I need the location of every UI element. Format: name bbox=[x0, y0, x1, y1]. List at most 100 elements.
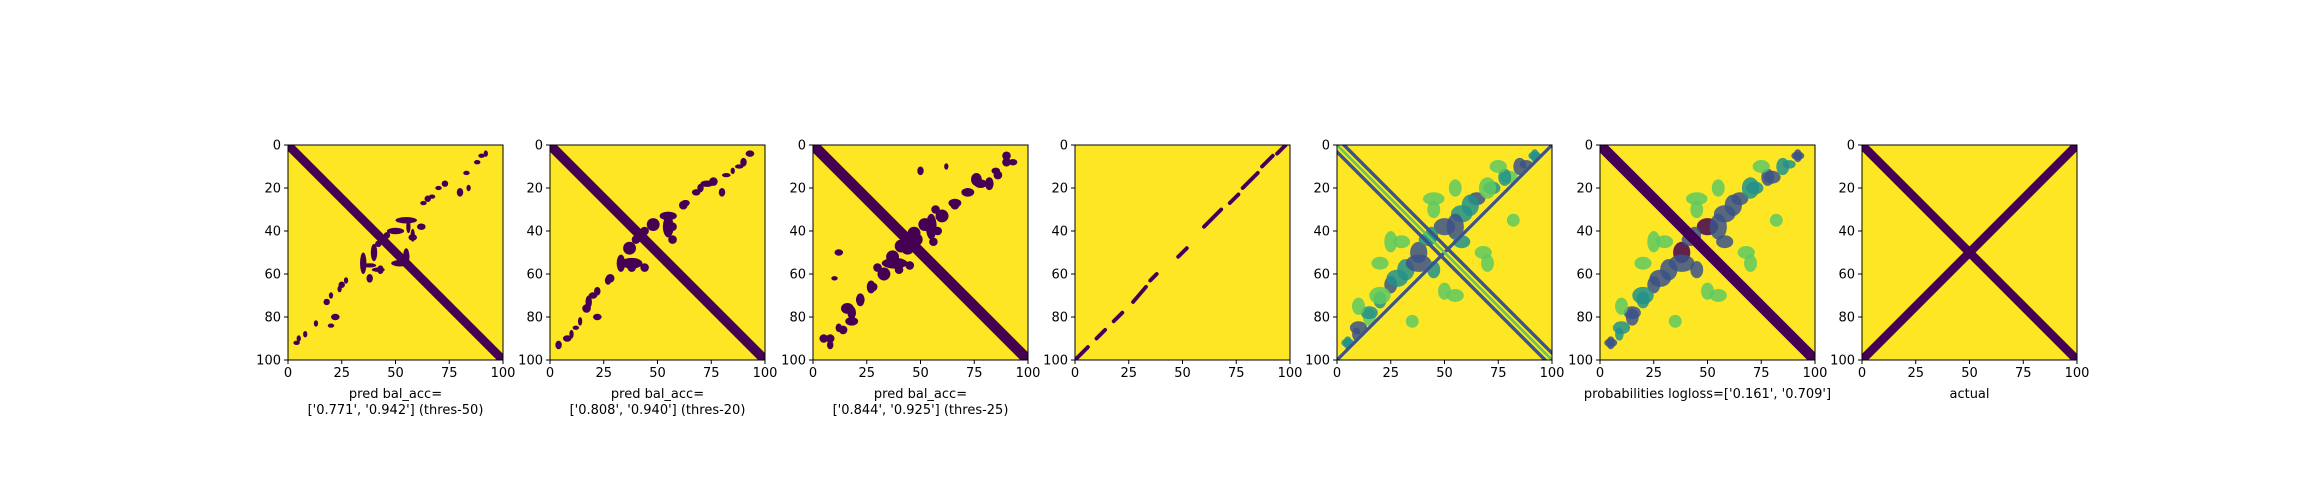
heatmap-blob bbox=[697, 183, 704, 193]
y-tick-label: 40 bbox=[1051, 225, 1068, 240]
heatmap-blob bbox=[1384, 231, 1398, 253]
heatmap-blob bbox=[395, 217, 417, 224]
heatmap-blob bbox=[730, 167, 735, 175]
heatmap-blob bbox=[1427, 200, 1441, 219]
heatmap-blob bbox=[840, 303, 854, 314]
x-tick-label: 0 bbox=[284, 366, 292, 381]
heatmap-blob bbox=[1360, 306, 1378, 320]
x-tick-label: 25 bbox=[1907, 366, 1924, 381]
heatmap-blob bbox=[1709, 289, 1727, 302]
x-tick-label: 75 bbox=[703, 366, 720, 381]
y-tick-label: 80 bbox=[526, 311, 543, 326]
heatmap-blob bbox=[483, 150, 488, 157]
antidiagonal-band bbox=[1275, 145, 1288, 156]
heatmap-blob bbox=[845, 317, 859, 326]
x-tick-label: 100 bbox=[491, 366, 516, 381]
y-tick-label: 0 bbox=[1585, 139, 1593, 154]
heatmap-blob bbox=[593, 313, 602, 321]
heatmap-blob bbox=[873, 263, 882, 272]
heatmap-blob bbox=[466, 184, 471, 192]
antidiagonal-band bbox=[1131, 284, 1148, 304]
heatmap-blob bbox=[1741, 177, 1760, 199]
heatmap-blob bbox=[303, 330, 308, 338]
panel-caption: actual bbox=[1949, 387, 1989, 402]
heatmap-blob bbox=[1002, 157, 1011, 167]
y-tick-label: 80 bbox=[789, 311, 806, 326]
heatmap-blob bbox=[734, 164, 744, 169]
antidiagonal-band bbox=[1240, 171, 1260, 190]
x-tick-label: 50 bbox=[1436, 366, 1453, 381]
heatmap-blob bbox=[1649, 269, 1671, 287]
y-tick-label: 100 bbox=[518, 354, 543, 369]
y-tick-label: 0 bbox=[273, 139, 281, 154]
panel-caption: ['0.771', '0.942'] (thres-50) bbox=[308, 403, 484, 418]
x-tick-label: 100 bbox=[1540, 366, 1565, 381]
antidiagonal-band bbox=[1094, 327, 1108, 341]
heatmap-blob bbox=[1686, 192, 1708, 206]
heatmap-blob bbox=[1352, 297, 1365, 315]
x-tick-label: 75 bbox=[441, 366, 458, 381]
heatmap-blob bbox=[456, 188, 464, 197]
heatmap-blob bbox=[293, 340, 300, 345]
y-tick-label: 60 bbox=[526, 268, 543, 283]
y-tick-label: 40 bbox=[1313, 225, 1330, 240]
heatmap-blob bbox=[360, 252, 367, 274]
heatmap-blob bbox=[371, 267, 385, 272]
x-tick-label: 100 bbox=[1803, 366, 1828, 381]
heatmap-blob bbox=[620, 257, 643, 269]
antidiagonal-band bbox=[1111, 310, 1125, 324]
y-tick-label: 60 bbox=[1051, 268, 1068, 283]
heatmap-blob bbox=[1008, 158, 1018, 166]
heatmap-blob bbox=[1761, 168, 1775, 186]
heatmap-blob bbox=[1461, 194, 1479, 216]
diagonal-band bbox=[1600, 145, 1815, 360]
heatmap-blob bbox=[662, 215, 674, 238]
heatmap-blob bbox=[605, 274, 615, 283]
heatmap-blob bbox=[569, 329, 574, 339]
y-tick-label: 60 bbox=[264, 268, 281, 283]
heatmap-blob bbox=[1498, 168, 1512, 186]
y-tick-label: 40 bbox=[526, 225, 543, 240]
heatmap-blob bbox=[1793, 149, 1803, 163]
x-tick-label: 25 bbox=[1645, 366, 1662, 381]
y-tick-label: 20 bbox=[526, 182, 543, 197]
heatmap-blob bbox=[1478, 177, 1497, 199]
heatmap-blob bbox=[1690, 200, 1704, 219]
panel-caption: ['0.844', '0.925'] (thres-25) bbox=[833, 403, 1009, 418]
x-tick-label: 0 bbox=[1333, 366, 1341, 381]
heatmap-blob bbox=[1506, 213, 1520, 227]
y-tick-label: 100 bbox=[1043, 354, 1068, 369]
diagonal-band bbox=[813, 145, 1028, 360]
y-tick-label: 80 bbox=[264, 311, 281, 326]
heatmap-blob bbox=[939, 211, 949, 221]
y-tick-label: 80 bbox=[1838, 311, 1855, 326]
y-tick-label: 60 bbox=[1576, 268, 1593, 283]
heatmap-blob bbox=[1369, 286, 1391, 305]
heatmap-blob bbox=[1623, 306, 1641, 320]
heatmap-blob bbox=[1405, 254, 1432, 272]
heatmap-blob bbox=[1371, 256, 1389, 270]
x-tick-label: 75 bbox=[2015, 366, 2032, 381]
antidiagonal-band bbox=[1176, 246, 1189, 259]
heatmap-blob bbox=[1776, 157, 1790, 176]
y-tick-label: 20 bbox=[789, 182, 806, 197]
heatmap-blob bbox=[363, 263, 377, 268]
heatmap-blob bbox=[1481, 254, 1494, 272]
heatmap-blob bbox=[929, 237, 938, 247]
heatmap-blob bbox=[838, 325, 848, 335]
heatmap-blob bbox=[623, 241, 636, 255]
heatmap-blob bbox=[435, 185, 442, 191]
x-tick-label: 25 bbox=[858, 366, 875, 381]
antidiagonal-band bbox=[1202, 207, 1224, 229]
heatmap-blob bbox=[925, 213, 937, 240]
heatmap-blob bbox=[1349, 321, 1368, 335]
heatmap-blob bbox=[679, 200, 688, 210]
heatmap-blob bbox=[856, 295, 865, 305]
heatmap-blob bbox=[1632, 286, 1654, 305]
heatmap-blob bbox=[410, 228, 415, 242]
heatmap-blob bbox=[1668, 254, 1695, 272]
x-tick-label: 0 bbox=[809, 366, 817, 381]
diagonal-band bbox=[1337, 149, 1548, 360]
